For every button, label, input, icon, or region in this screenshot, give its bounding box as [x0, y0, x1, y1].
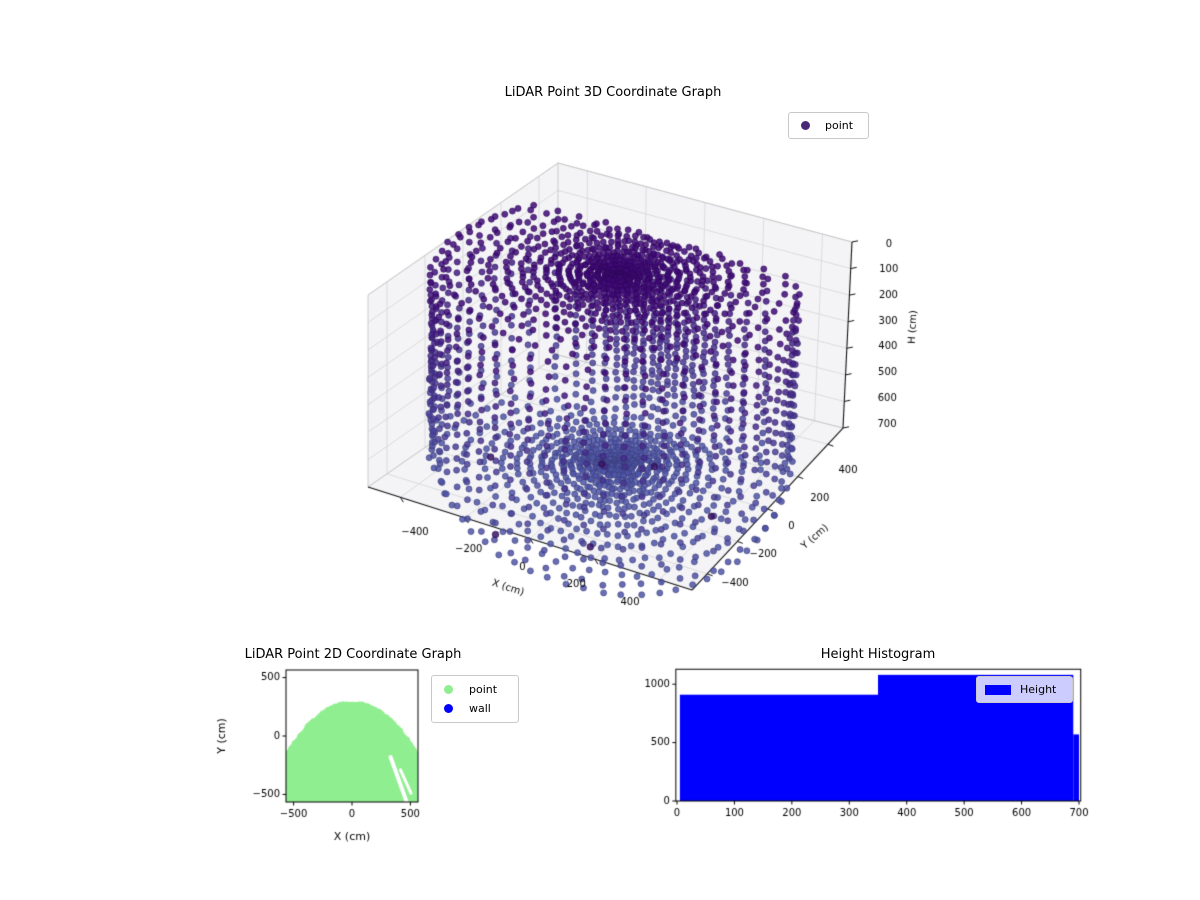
point-marker-icon [444, 685, 453, 694]
plot3d-legend-label: point [825, 119, 854, 132]
plot2d-legend: point wall [431, 675, 519, 723]
hist-title: Height Histogram [820, 647, 936, 662]
hist-legend-label: Height [1020, 683, 1057, 696]
point-marker-icon [801, 121, 810, 130]
plot3d-title: LiDAR Point 3D Coordinate Graph [504, 85, 722, 100]
plot2d-legend-row-wall: wall [444, 702, 518, 715]
height-patch-icon [985, 684, 1011, 695]
hist-legend: Height [976, 676, 1073, 703]
plot2d-title: LiDAR Point 2D Coordinate Graph [244, 647, 462, 662]
wall-marker-icon [444, 704, 453, 713]
plot3d-legend: point [788, 112, 869, 139]
plot2d-legend-row-point: point [444, 683, 518, 696]
plot2d-legend-label-wall: wall [469, 702, 491, 715]
plot2d-legend-label-point: point [469, 683, 498, 696]
